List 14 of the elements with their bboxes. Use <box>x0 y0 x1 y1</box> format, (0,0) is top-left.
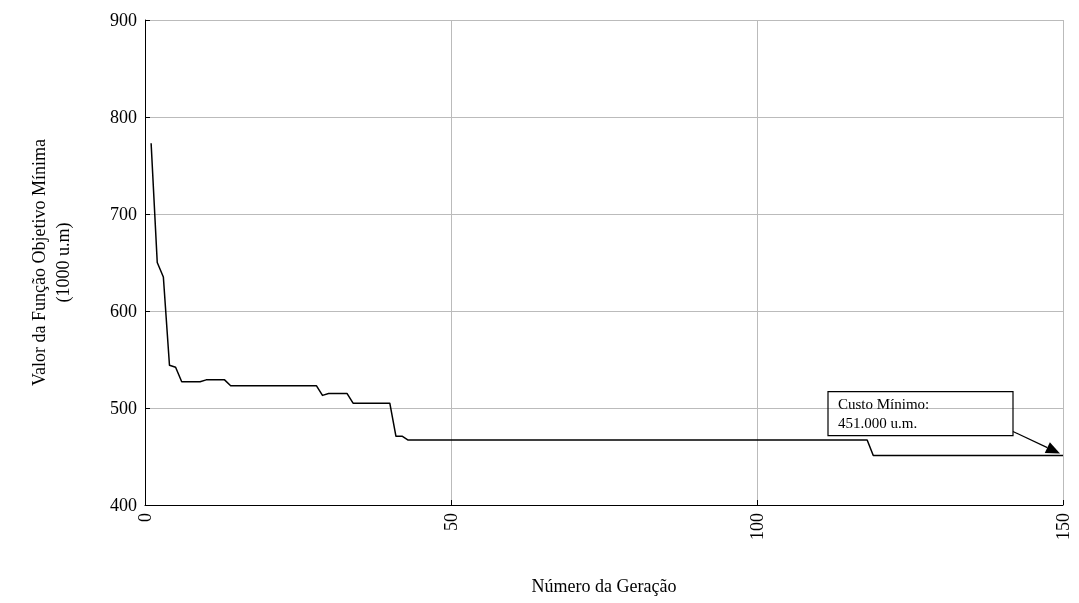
x-tick-label: 150 <box>1053 513 1073 540</box>
y-tick-label: 400 <box>110 495 137 515</box>
x-tick-label: 100 <box>747 513 767 540</box>
y-tick-label: 800 <box>110 107 137 127</box>
x-axis-title: Número da Geração <box>531 576 677 596</box>
y-tick-label: 600 <box>110 301 137 321</box>
y-tick-label: 900 <box>110 10 137 30</box>
y-tick-label: 700 <box>110 204 137 224</box>
annotation: Custo Mínimo: 451.000 u.m. <box>838 396 930 432</box>
x-tick-label: 50 <box>441 513 461 531</box>
y-axis-title: Valor da Função Objetivo Mínima (1000 u.m) <box>29 139 74 386</box>
y-tick-label: 500 <box>110 398 137 418</box>
x-tick-label: 0 <box>135 513 155 522</box>
line-series <box>150 142 1064 457</box>
